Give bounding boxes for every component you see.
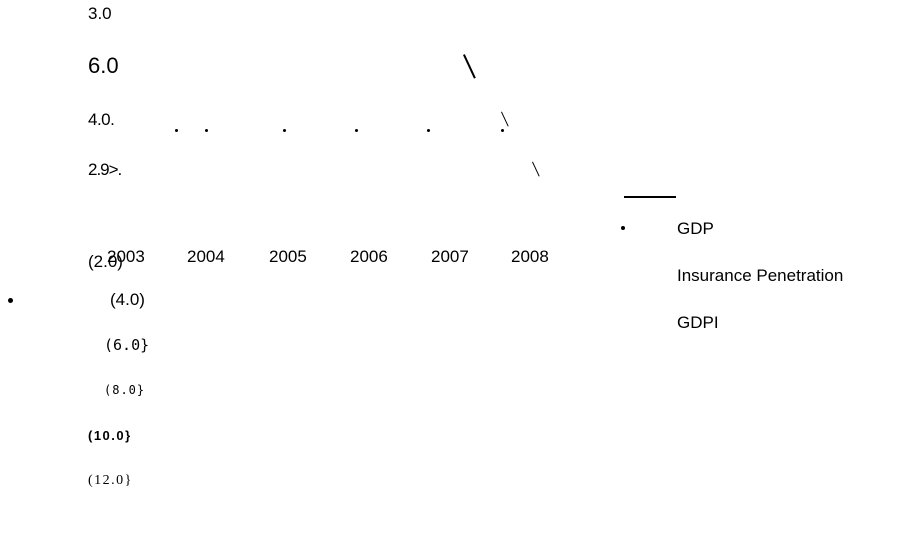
legend-label: GDPI [677, 313, 719, 332]
slash [532, 161, 540, 177]
dot [283, 129, 286, 132]
dot [355, 129, 358, 132]
axis-label: (12.0} [88, 473, 133, 488]
axis-label: 6.0 [88, 53, 119, 78]
dot [205, 129, 208, 132]
year-label: 2003 [107, 247, 145, 266]
slash [501, 111, 509, 127]
axis-label: (8.0} [104, 383, 146, 397]
slash [463, 54, 476, 79]
axis-label: 4.0. [88, 110, 115, 129]
dot [501, 129, 504, 132]
year-label: 2007 [431, 247, 469, 266]
bullet [621, 226, 625, 230]
year-label: 2005 [269, 247, 307, 266]
bullet [8, 298, 13, 303]
year-label: 2006 [350, 247, 388, 266]
legend-label: Insurance Penetration [677, 266, 844, 285]
year-label: 2004 [187, 247, 225, 266]
legend-line [624, 196, 676, 198]
axis-label: 2.9>. [88, 160, 122, 179]
axis-label: (6.0} [104, 336, 150, 354]
axis-label: (10.0} [88, 428, 132, 443]
dot [175, 129, 178, 132]
dot [427, 129, 430, 132]
axis-label: 3.0 [88, 4, 112, 23]
legend-label: GDP [677, 219, 714, 238]
axis-label: (4.0) [110, 290, 145, 309]
year-label: 2008 [511, 247, 549, 266]
axis-label: (2.0) [88, 252, 123, 271]
